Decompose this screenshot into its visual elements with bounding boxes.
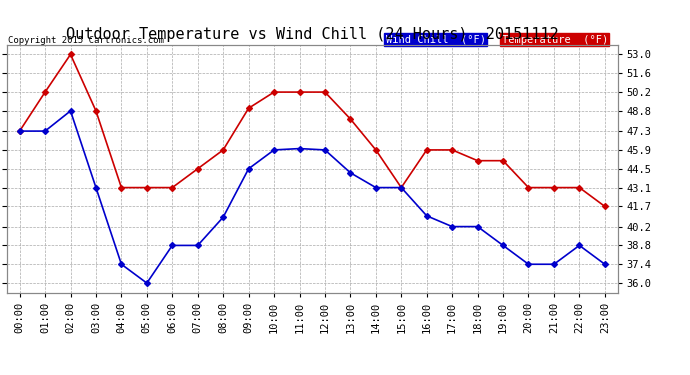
Text: Copyright 2015 Cartronics.com: Copyright 2015 Cartronics.com — [8, 36, 164, 45]
Text: Wind Chill  (°F): Wind Chill (°F) — [386, 35, 486, 45]
Text: Temperature  (°F): Temperature (°F) — [502, 35, 608, 45]
Title: Outdoor Temperature vs Wind Chill (24 Hours)  20151112: Outdoor Temperature vs Wind Chill (24 Ho… — [66, 27, 559, 42]
